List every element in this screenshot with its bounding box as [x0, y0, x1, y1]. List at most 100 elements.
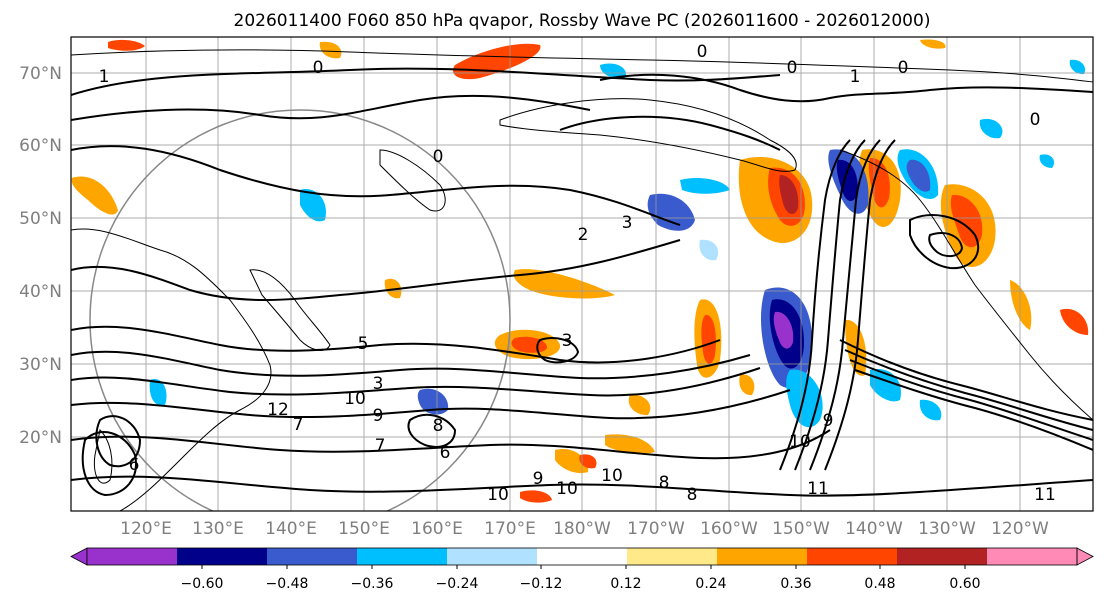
contour [71, 239, 681, 301]
longitude-label: 130°E [192, 519, 244, 539]
contour [71, 429, 831, 460]
colorbar-tick-label: 0.48 [864, 576, 895, 592]
contour [909, 214, 980, 270]
contour-label: 6 [440, 443, 451, 463]
contour [854, 369, 1093, 451]
blob [786, 369, 823, 428]
contour-lines [71, 67, 1093, 497]
contour [599, 73, 1093, 103]
contour-label: 3 [373, 374, 384, 394]
contour [844, 349, 1093, 431]
contour [559, 115, 781, 151]
longitude-label: 150°E [338, 519, 390, 539]
contour-label: 9 [373, 406, 384, 426]
colorbar-swatch [807, 548, 898, 565]
contour [71, 67, 781, 96]
blob [600, 63, 626, 79]
colorbar-under-arrow [70, 547, 88, 566]
blob [906, 159, 931, 192]
contour-label: 0 [433, 147, 444, 167]
longitude-labels: 120°E 130°E 140°E 150°E 160°E 170°E 180°W 170°W… [120, 519, 1049, 539]
longitude-label: 170°E [484, 519, 536, 539]
contour-label: 1 [850, 67, 861, 87]
contour [71, 475, 1093, 497]
contour [824, 139, 896, 471]
colorbar-over-arrow [1076, 547, 1094, 566]
colorbar-tick-label: −0.48 [266, 576, 309, 592]
colorbar-swatch [267, 548, 358, 565]
coastline-north-america [839, 149, 1093, 421]
colorbar: −0.60 −0.48 −0.36 −0.24 −0.12 0.12 0.24 0.36 0.4… [70, 547, 1094, 592]
contour-label: 3 [622, 213, 633, 233]
blob [520, 490, 552, 503]
blob [1060, 308, 1089, 335]
blob [1010, 280, 1032, 330]
colorbar-frame [86, 547, 1078, 566]
contour [71, 94, 591, 121]
contour-label: 3 [562, 331, 573, 351]
latitude-label: 20°N [19, 428, 62, 448]
contour [95, 415, 142, 468]
blob [1069, 59, 1086, 75]
latitude-label: 60°N [19, 136, 62, 156]
contour [81, 431, 137, 497]
colorbar-swatch [627, 548, 718, 565]
blob [605, 434, 655, 454]
contour-label: 6 [129, 455, 140, 475]
contour [928, 232, 964, 258]
blob [836, 159, 858, 202]
contour-label: 11 [1034, 485, 1056, 505]
blob [739, 374, 755, 396]
contour-label: 1 [99, 67, 110, 87]
longitude-label: 130°W [918, 519, 976, 539]
longitude-label: 160°W [700, 519, 758, 539]
contour-label: 9 [823, 411, 834, 431]
blob [71, 176, 118, 215]
contour [779, 139, 851, 471]
blob [417, 388, 449, 415]
coastline-asia [71, 228, 272, 511]
colorbar-tick-label: −0.60 [181, 576, 224, 592]
blob [919, 399, 942, 421]
contour-label: 2 [578, 225, 589, 245]
contour [849, 359, 1093, 441]
colorbar-tick-label: 0.12 [610, 576, 641, 592]
blob [300, 189, 326, 222]
contour-label: 0 [898, 58, 909, 78]
blob [108, 39, 145, 51]
negative-anomaly-shading [149, 59, 1086, 428]
blob [680, 178, 730, 194]
blob [319, 41, 342, 59]
contour [71, 145, 681, 226]
latitude-label: 40°N [19, 282, 62, 302]
latitude-labels: 70°N 60°N 50°N 40°N 30°N 20°N [19, 64, 62, 448]
map-frame [70, 36, 1094, 512]
colorbar-tick-label: −0.36 [351, 576, 394, 592]
colorbar-tick-label: 0.36 [780, 576, 811, 592]
contour-label: 12 [267, 400, 289, 420]
longitude-label: 140°W [845, 519, 903, 539]
colorbar-swatch [987, 548, 1078, 565]
contour [536, 337, 580, 364]
colorbar-swatch [87, 548, 178, 565]
blob [979, 118, 1003, 139]
coastline-arctic [71, 49, 1093, 83]
blob [773, 311, 794, 349]
contour-label: 7 [375, 436, 386, 456]
blob [920, 39, 946, 49]
longitude-label: 150°W [772, 519, 830, 539]
contour [71, 350, 751, 380]
contour-label: 0 [1030, 110, 1041, 130]
coastline-philippines [93, 428, 113, 484]
blob [701, 314, 716, 364]
latitude-label: 50°N [19, 209, 62, 229]
contour-label: 9 [533, 469, 544, 489]
longitude-label: 120°W [991, 519, 1049, 539]
colorbar-swatch [357, 548, 448, 565]
contour-label: 0 [313, 58, 324, 78]
contour-label: 0 [697, 42, 708, 62]
contour-label: 11 [807, 479, 829, 499]
